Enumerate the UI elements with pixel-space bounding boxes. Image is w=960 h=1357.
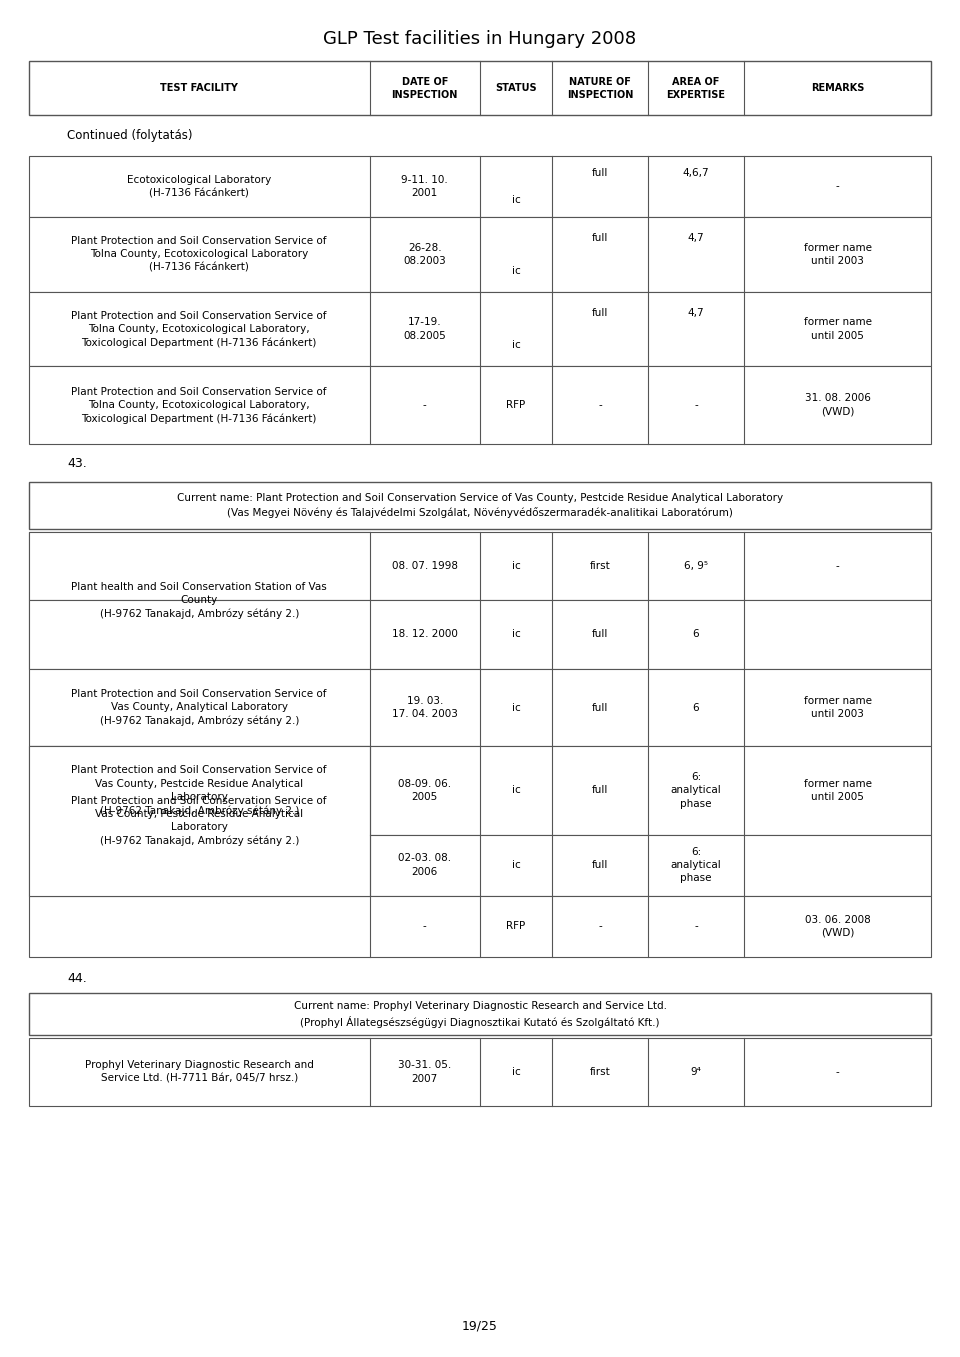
Text: former name
until 2005: former name until 2005 [804, 779, 872, 802]
FancyBboxPatch shape [29, 835, 931, 896]
Text: first: first [589, 560, 611, 571]
Text: -: - [836, 182, 839, 191]
FancyBboxPatch shape [29, 217, 931, 292]
Text: ic: ic [512, 266, 520, 275]
Text: -: - [694, 400, 698, 410]
Text: former name
until 2005: former name until 2005 [804, 318, 872, 341]
Text: first: first [589, 1067, 611, 1077]
Text: 4,6,7: 4,6,7 [683, 168, 709, 178]
Text: -: - [423, 400, 426, 410]
FancyBboxPatch shape [29, 532, 931, 600]
Text: RFP: RFP [506, 921, 526, 931]
Text: TEST FACILITY: TEST FACILITY [160, 83, 238, 94]
Text: -: - [598, 921, 602, 931]
Text: 19/25: 19/25 [462, 1319, 498, 1333]
Text: former name
until 2003: former name until 2003 [804, 696, 872, 719]
Text: 18. 12. 2000: 18. 12. 2000 [392, 630, 458, 639]
FancyBboxPatch shape [29, 993, 931, 1035]
Text: -: - [423, 921, 426, 931]
Text: 17-19.
08.2005: 17-19. 08.2005 [403, 318, 446, 341]
FancyBboxPatch shape [29, 600, 931, 669]
Text: ic: ic [512, 560, 520, 571]
Text: 30-31. 05.
2007: 30-31. 05. 2007 [398, 1060, 451, 1084]
Text: ic: ic [512, 860, 520, 870]
Text: ic: ic [512, 786, 520, 795]
Text: former name
until 2003: former name until 2003 [804, 243, 872, 266]
FancyBboxPatch shape [29, 746, 931, 835]
Text: 19. 03.
17. 04. 2003: 19. 03. 17. 04. 2003 [392, 696, 458, 719]
Text: STATUS: STATUS [495, 83, 537, 94]
Text: REMARKS: REMARKS [811, 83, 864, 94]
Text: Prophyl Veterinary Diagnostic Research and
Service Ltd. (H-7711 Bár, 045/7 hrsz.: Prophyl Veterinary Diagnostic Research a… [84, 1060, 314, 1084]
Text: -: - [598, 400, 602, 410]
Text: 08. 07. 1998: 08. 07. 1998 [392, 560, 458, 571]
FancyBboxPatch shape [29, 156, 931, 217]
Text: Plant Protection and Soil Conservation Service of
Vas County, Pestcide Residue A: Plant Protection and Soil Conservation S… [71, 765, 327, 816]
Text: 4,7: 4,7 [687, 308, 705, 318]
Text: 9-11. 10.
2001: 9-11. 10. 2001 [401, 175, 448, 198]
Text: AREA OF
EXPERTISE: AREA OF EXPERTISE [666, 76, 726, 100]
Text: -: - [836, 1067, 839, 1077]
Text: full: full [591, 860, 609, 870]
Text: full: full [591, 308, 609, 318]
Text: 6:
analytical
phase: 6: analytical phase [671, 847, 721, 883]
Text: 6:
analytical
phase: 6: analytical phase [671, 772, 721, 809]
Text: full: full [591, 786, 609, 795]
Text: RFP: RFP [506, 400, 526, 410]
Text: NATURE OF
INSPECTION: NATURE OF INSPECTION [566, 76, 634, 100]
Text: ic: ic [512, 1067, 520, 1077]
Text: 6, 9⁵: 6, 9⁵ [684, 560, 708, 571]
Text: 9⁴: 9⁴ [690, 1067, 702, 1077]
Text: 31. 08. 2006
(VWD): 31. 08. 2006 (VWD) [804, 394, 871, 417]
Text: 08-09. 06.
2005: 08-09. 06. 2005 [398, 779, 451, 802]
Text: Plant health and Soil Conservation Station of Vas
County
(H-9762 Tanakajd, Ambró: Plant health and Soil Conservation Stati… [71, 582, 327, 619]
FancyBboxPatch shape [29, 746, 370, 896]
FancyBboxPatch shape [29, 61, 931, 115]
Text: Current name: Plant Protection and Soil Conservation Service of Vas County, Pest: Current name: Plant Protection and Soil … [177, 493, 783, 518]
Text: ic: ic [512, 195, 520, 205]
Text: ic: ic [512, 341, 520, 350]
FancyBboxPatch shape [29, 896, 931, 957]
Text: Plant Protection and Soil Conservation Service of
Vas County, Analytical Laborat: Plant Protection and Soil Conservation S… [71, 689, 327, 726]
FancyBboxPatch shape [29, 532, 370, 669]
FancyBboxPatch shape [29, 669, 931, 746]
Text: Plant Protection and Soil Conservation Service of
Tolna County, Ecotoxicological: Plant Protection and Soil Conservation S… [71, 311, 327, 347]
Text: Plant Protection and Soil Conservation Service of
Tolna County, Ecotoxicological: Plant Protection and Soil Conservation S… [71, 236, 327, 273]
Text: 03. 06. 2008
(VWD): 03. 06. 2008 (VWD) [804, 915, 871, 938]
Text: full: full [591, 630, 609, 639]
Text: ic: ic [512, 703, 520, 712]
Text: 44.: 44. [67, 972, 87, 985]
Text: 6: 6 [693, 703, 699, 712]
Text: GLP Test facilities in Hungary 2008: GLP Test facilities in Hungary 2008 [324, 30, 636, 47]
Text: Plant Protection and Soil Conservation Service of
Tolna County, Ecotoxicological: Plant Protection and Soil Conservation S… [71, 387, 327, 423]
Text: 4,7: 4,7 [687, 233, 705, 243]
Text: -: - [836, 560, 839, 571]
Text: 26-28.
08.2003: 26-28. 08.2003 [403, 243, 446, 266]
Text: full: full [591, 703, 609, 712]
Text: Plant Protection and Soil Conservation Service of
Vas County, Pestcide Residue A: Plant Protection and Soil Conservation S… [71, 795, 327, 847]
FancyBboxPatch shape [29, 292, 931, 366]
Text: Current name: Prophyl Veterinary Diagnostic Research and Service Ltd.
(Prophyl Á: Current name: Prophyl Veterinary Diagnos… [294, 1001, 666, 1027]
Text: DATE OF
INSPECTION: DATE OF INSPECTION [392, 76, 458, 100]
Text: -: - [694, 921, 698, 931]
FancyBboxPatch shape [29, 1038, 931, 1106]
FancyBboxPatch shape [29, 482, 931, 529]
Text: 6: 6 [693, 630, 699, 639]
Text: 43.: 43. [67, 457, 87, 471]
Text: Ecotoxicological Laboratory
(H-7136 Fácánkert): Ecotoxicological Laboratory (H-7136 Fácá… [127, 175, 272, 198]
Text: 02-03. 08.
2006: 02-03. 08. 2006 [398, 854, 451, 877]
Text: full: full [591, 168, 609, 178]
Text: Continued (folytatás): Continued (folytatás) [67, 129, 193, 142]
FancyBboxPatch shape [29, 366, 931, 444]
Text: ic: ic [512, 630, 520, 639]
Text: full: full [591, 233, 609, 243]
